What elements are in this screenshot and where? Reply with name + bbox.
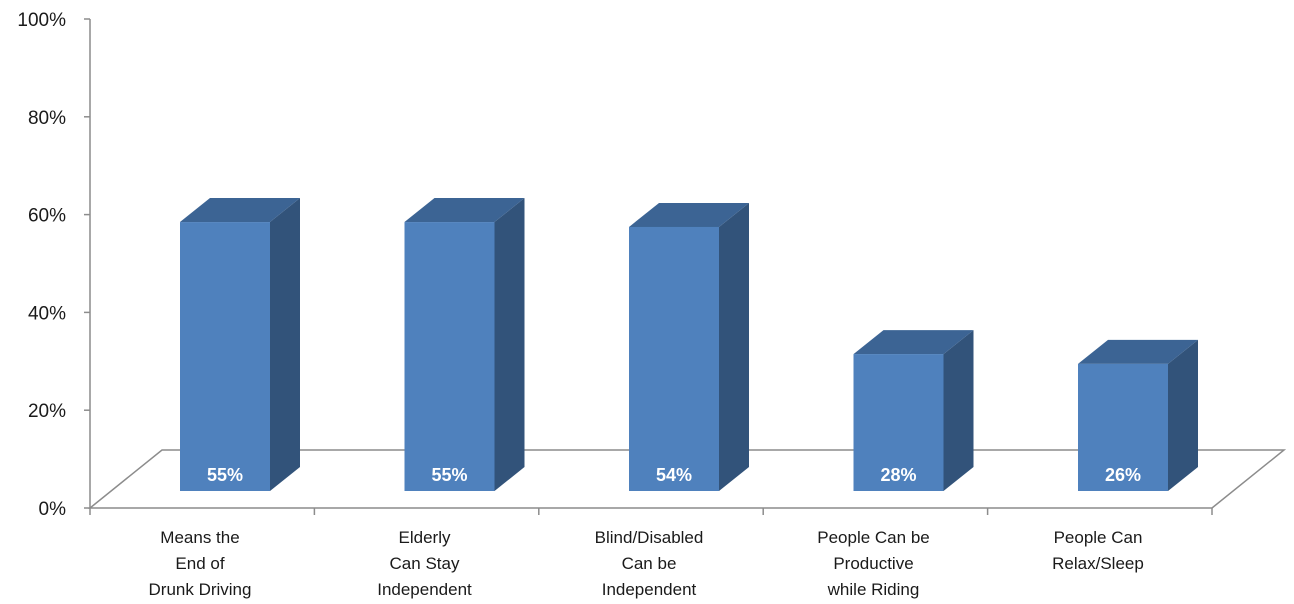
y-tick-label: 40% [28,303,66,324]
bar-front [629,226,719,491]
bar-top [180,198,300,223]
bar-side [1168,339,1198,491]
bar-side [270,198,300,492]
x-category-label: Elderly Can Stay Independent [377,528,472,599]
bar-side [719,202,749,491]
bar: 26% [1078,339,1198,491]
bar-front [404,222,495,492]
x-category-label: Means the End of Drunk Driving [149,528,252,599]
chart-bars: 55% 55% 54% 28% 26% [180,198,1198,492]
bar-front [853,354,944,491]
y-tick-label: 60% [28,206,66,227]
x-category-label: People Can be Productive while Riding [817,528,929,599]
x-category-label: People Can Relax/Sleep [1052,528,1144,573]
bar-data-label: 28% [880,465,916,485]
bar-data-label: 26% [1105,465,1141,485]
x-axis-categories: Means the End of Drunk Driving Elderly Can S… [149,528,1144,599]
chart-floor [87,449,1287,509]
bar: 55% [404,198,525,492]
bar: 54% [629,202,749,491]
bar-front [180,222,270,492]
bar-data-label: 54% [656,465,692,485]
bar-top [1078,339,1198,364]
y-tick-label: 0% [39,499,67,520]
bar-data-label: 55% [431,465,467,485]
y-tick-label: 20% [28,401,66,422]
y-axis-ticks: 0% 20% 40% 60% 80% 100% [17,10,1213,520]
x-category-label: Blind/Disabled Can be Independent [595,528,704,599]
y-tick-label: 100% [17,10,66,31]
bar-top [404,198,525,223]
bar: 28% [853,330,974,491]
y-tick-label: 80% [28,108,66,129]
bar: 55% [180,198,300,492]
bar-top [853,330,974,355]
bar-side [494,198,525,492]
bar-front [1078,363,1168,491]
chart-axes [87,19,1287,509]
bar-top [629,202,749,227]
bar-side [943,330,974,491]
bar-data-label: 55% [207,465,243,485]
